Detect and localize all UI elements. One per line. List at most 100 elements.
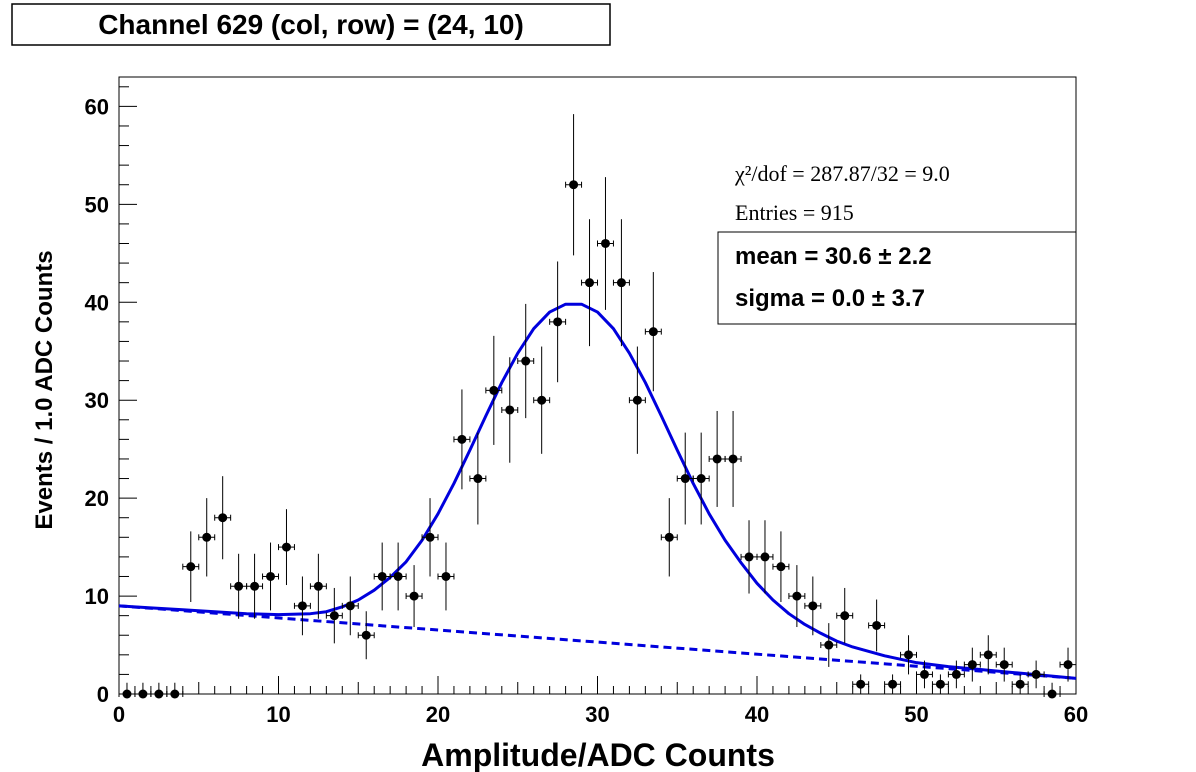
data-point: [325, 587, 343, 644]
point-marker: [154, 689, 164, 699]
point-marker: [951, 669, 961, 679]
point-marker: [1031, 669, 1041, 679]
entries-label: Entries = 915: [735, 200, 854, 225]
point-marker: [808, 601, 818, 611]
point-marker: [744, 552, 754, 562]
point-marker: [569, 180, 579, 190]
mean-label: mean = 30.6 ± 2.2: [735, 243, 932, 270]
y-tick-label: 20: [85, 486, 109, 511]
point-marker: [776, 562, 786, 572]
x-tick-label: 10: [266, 702, 290, 727]
data-point: [1027, 660, 1045, 689]
point-marker: [999, 660, 1009, 670]
data-point: [931, 674, 949, 694]
point-marker: [266, 571, 276, 581]
point-marker: [632, 395, 642, 405]
point-marker: [983, 650, 993, 660]
data-point: [628, 346, 646, 454]
data-point: [118, 682, 136, 699]
data-point: [772, 531, 790, 602]
data-point: [533, 346, 551, 454]
point-marker: [361, 630, 371, 640]
point-marker: [537, 395, 547, 405]
data-point: [612, 219, 630, 347]
x-tick-label: 60: [1064, 702, 1088, 727]
point-marker: [935, 679, 945, 689]
point-marker: [680, 474, 690, 484]
data-point: [293, 576, 311, 636]
sigma-label: sigma = 0.0 ± 3.7: [735, 285, 925, 312]
data-point: [597, 177, 614, 310]
background-fit-line: [118, 604, 1077, 680]
point-marker: [728, 454, 738, 464]
point-marker: [648, 327, 658, 337]
data-point: [262, 542, 279, 611]
data-point: [150, 682, 168, 699]
point-marker: [616, 278, 626, 288]
point-marker: [345, 601, 355, 611]
x-tick-label: 50: [904, 702, 928, 727]
point-marker: [919, 669, 929, 679]
x-tick-label: 40: [745, 702, 769, 727]
point-marker: [218, 513, 228, 523]
data-point: [214, 476, 232, 560]
background-line: [118, 604, 1077, 680]
x-tick-label: 0: [113, 702, 125, 727]
point-marker: [904, 650, 914, 660]
data-point: [517, 303, 535, 419]
data-point: [947, 660, 965, 689]
point-marker: [856, 679, 866, 689]
point-marker: [489, 385, 499, 395]
point-marker: [313, 581, 323, 591]
fit-curve: [118, 302, 1077, 680]
data-point: [1059, 647, 1077, 682]
data-point: [357, 611, 375, 660]
data-point: [708, 410, 726, 507]
point-marker: [696, 474, 706, 484]
point-marker: [202, 532, 212, 542]
data-point: [581, 219, 598, 347]
data-point: [246, 553, 264, 619]
point-marker: [441, 571, 451, 581]
data-point: [995, 647, 1013, 682]
x-tick-label: 20: [426, 702, 450, 727]
data-point: [804, 576, 822, 636]
chi2-label: χ²/dof = 287.87/32 = 9.0: [734, 161, 950, 186]
data-point: [166, 682, 184, 699]
point-marker: [967, 660, 977, 670]
data-point: [676, 432, 694, 525]
point-marker: [824, 640, 834, 650]
point-marker: [186, 562, 196, 572]
point-marker: [585, 278, 595, 288]
y-axis: 0 10 20 30 40 50 60: [85, 86, 137, 707]
data-point: [198, 498, 216, 577]
point-marker: [1047, 689, 1057, 699]
y-tick-label: 50: [85, 192, 109, 217]
data-point: [916, 660, 933, 689]
data-point: [868, 599, 886, 652]
data-point: [900, 635, 917, 675]
data-points: [118, 114, 1077, 699]
point-marker: [409, 591, 419, 601]
point-marker: [600, 238, 610, 248]
point-marker: [329, 611, 339, 621]
x-axis-title: Amplitude/ADC Counts: [421, 737, 775, 772]
point-marker: [250, 581, 260, 591]
point-marker: [664, 532, 674, 542]
data-point: [963, 647, 981, 682]
y-tick-label: 10: [85, 584, 109, 609]
point-marker: [457, 434, 467, 444]
data-point: [660, 498, 678, 577]
point-marker: [553, 317, 563, 327]
data-point: [309, 553, 327, 619]
point-marker: [888, 679, 898, 689]
point-marker: [473, 474, 483, 484]
point-marker: [872, 620, 882, 630]
x-axis: 0 10 20 30 40 50 60: [113, 676, 1088, 727]
data-point: [389, 542, 407, 611]
data-point: [373, 542, 391, 611]
point-marker: [393, 571, 403, 581]
point-marker: [1063, 660, 1073, 670]
data-point: [549, 261, 567, 383]
data-point: [341, 576, 359, 636]
